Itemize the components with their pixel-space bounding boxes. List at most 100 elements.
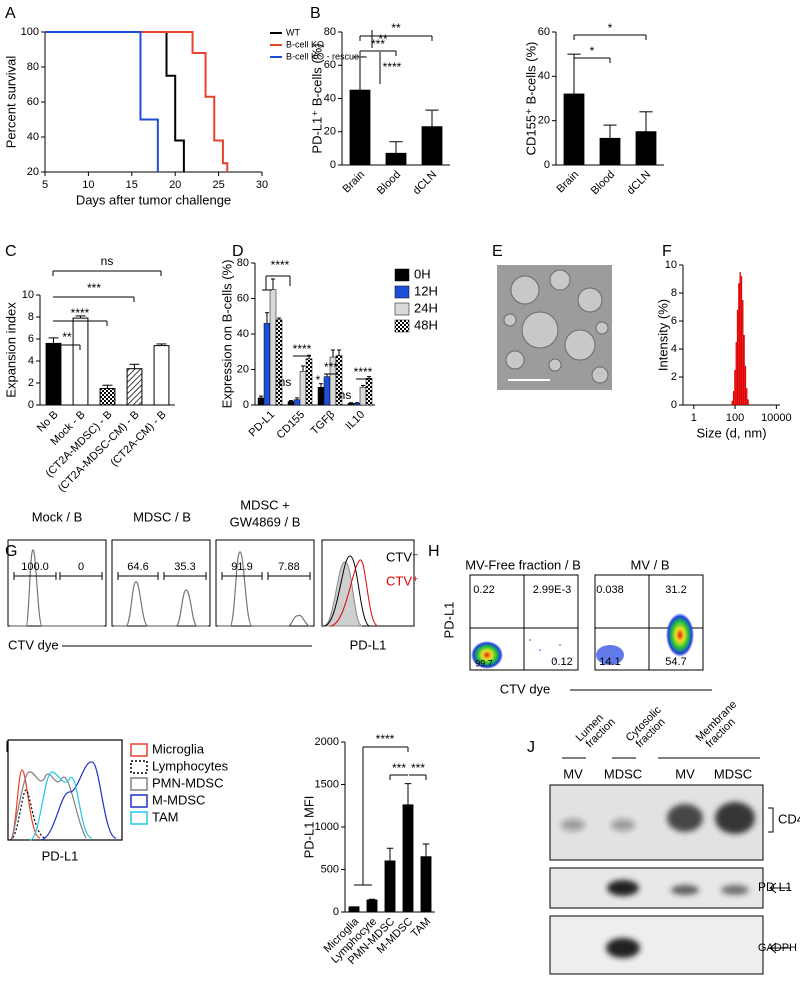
bar [353,402,361,406]
quadrant-value: 0.12 [551,656,572,668]
legend-label: M-MDSC [152,792,205,807]
x-tick-label: 20 [169,179,181,191]
bar [275,319,283,406]
y-tick-label: 20 [237,363,249,375]
y-tick-label: 10 [665,259,677,271]
band-label: CD45 [778,811,800,826]
bar [563,93,585,166]
x-tick-label: 10000 [761,412,792,424]
bar [359,387,367,406]
y-axis-label: CD155⁺ B-cells (%) [523,42,538,156]
y-tick-label: 80 [324,26,336,38]
error-bar [48,337,59,344]
significance-label: *** [87,281,101,295]
gate-value: 7.88 [278,561,299,573]
y-tick-label: 40 [538,70,550,82]
gate-value: 100.0 [21,561,49,573]
histogram-bar [746,388,748,405]
y-tick-label: 0 [333,906,339,918]
legend-swatch [394,268,410,282]
legend-swatch [130,777,148,791]
x-tick-label: Blood [375,169,403,197]
panel-letter: J [527,739,535,756]
y-tick-label: 2000 [315,736,339,748]
y-tick-label: 100 [21,26,39,38]
axis-label: CTV dye [8,637,59,652]
y-tick-label: 60 [538,26,550,38]
x-tick-label: 10 [82,179,94,191]
y-axis-label: Intensity (%) [655,299,670,371]
panel-letter: C [5,243,17,260]
survival-line [45,31,229,172]
y-tick-label: 0 [243,399,249,411]
error-bar [349,402,353,404]
bar [99,388,116,406]
histogram-bar [738,283,740,405]
histogram-bar [731,400,733,405]
error-bar [156,343,167,346]
significance-label: **** [271,258,290,272]
error-bar [259,395,263,398]
legend-swatch [130,811,148,825]
bar [635,131,657,166]
lane-label: MV [675,766,695,781]
x-tick-label: Brain [341,169,368,196]
x-tick-label: 5 [42,179,48,191]
gate-value: 0 [78,561,84,573]
y-axis-label: PD-L1⁺ B-cells (%) [309,43,324,153]
bar [402,804,414,913]
significance-label: **** [383,60,402,74]
gate-value: 64.6 [127,561,148,573]
y-tick-label: 20 [538,115,550,127]
histogram-bar [744,365,747,405]
x-tick-label: Brain [555,169,582,196]
x-axis-label: Size (d, nm) [696,425,766,440]
plot-title: MV-Free fraction / B [465,557,581,572]
significance-label: * [316,373,321,387]
quadrant-value: 0.22 [473,584,494,596]
legend-label: PMN-MDSC [152,775,224,790]
legend-swatch [130,760,148,774]
error-bar [319,383,323,388]
legend-label: CTV⁺ [386,573,419,588]
error-bar [425,109,439,127]
error-bar [368,898,376,901]
bar [257,397,265,406]
panel-letter: D [232,243,244,260]
error-bar [295,397,299,400]
significance-label: ns [339,388,352,402]
y-tick-label: 0 [671,399,677,411]
significance-label: **** [293,342,312,356]
significance-label: * [590,44,595,58]
significance-label: **** [71,306,90,320]
y-tick-label: 20 [324,126,336,138]
significance-label: *** [371,37,385,51]
error-bar [603,124,617,139]
x-tick-label: TGFβ [309,409,338,438]
error-bar [277,317,281,320]
bar [384,860,396,913]
gate-value: 91.9 [231,561,252,573]
survival-line [45,31,159,172]
panel-letter: I [5,739,9,756]
y-tick-label: 4 [671,343,677,355]
blots [549,784,790,975]
error-bar [75,315,86,319]
bar [349,89,371,166]
plot-title: GW4869 / B [230,514,301,529]
x-tick-label: Blood [589,169,617,197]
legend-label: CTV⁻ [386,549,419,564]
legend-swatch [394,302,410,316]
error-bar [404,783,412,805]
error-bar [265,312,269,324]
quadrant-value: 31.2 [665,584,686,596]
lane-label: MDSC [604,766,642,781]
significance-label: ns [279,375,292,389]
y-tick-label: 0 [330,159,336,171]
bar [323,376,331,406]
y-axis-label: PD-L1 MFI [301,796,316,859]
bar [366,899,378,913]
bar [347,402,355,406]
bar [420,856,432,913]
